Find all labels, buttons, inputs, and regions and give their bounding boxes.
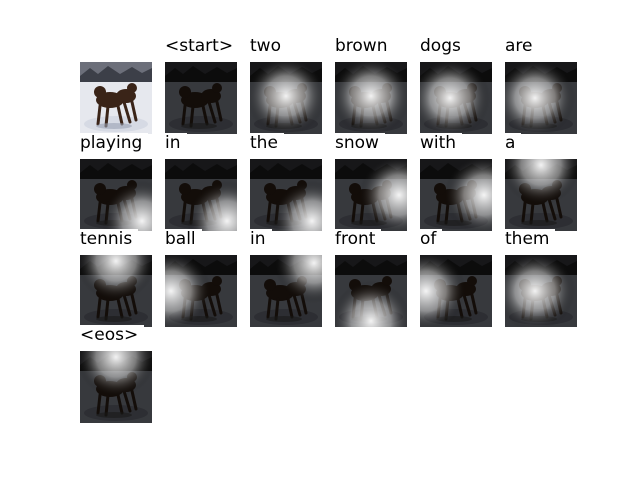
token-label: dogs <box>420 36 467 57</box>
attention-map <box>420 255 492 327</box>
attention-map <box>420 62 492 134</box>
attention-map <box>335 159 407 231</box>
token-label: in <box>250 229 272 250</box>
attention-cell: two <box>250 36 322 134</box>
attention-cell: dogs <box>420 36 492 134</box>
attention-map <box>165 159 237 231</box>
token-label: them <box>505 229 556 250</box>
token-label: front <box>335 229 382 250</box>
attention-cell: a <box>505 133 577 231</box>
attention-map <box>250 159 322 231</box>
attention-cell: front <box>335 229 407 327</box>
token-label: are <box>505 36 539 57</box>
attention-cell: <eos> <box>80 325 152 423</box>
attention-cell: in <box>165 133 237 231</box>
attention-cell: them <box>505 229 577 327</box>
attention-cell: in <box>250 229 322 327</box>
attention-cell: the <box>250 133 322 231</box>
token-label: playing <box>80 133 149 154</box>
attention-cell: tennis <box>80 229 152 327</box>
attention-map <box>335 255 407 327</box>
attention-map <box>165 255 237 327</box>
token-label: <start> <box>165 36 240 57</box>
token-label: snow <box>335 133 385 154</box>
attention-cell: playing <box>80 133 152 231</box>
attention-cell: <start> <box>165 36 240 134</box>
attention-cell: of <box>420 229 492 327</box>
attention-map <box>80 351 152 423</box>
attention-cell: are <box>505 36 577 134</box>
attention-map <box>250 255 322 327</box>
attention-map <box>335 62 407 134</box>
token-label: ball <box>165 229 202 250</box>
attention-cell: with <box>420 133 492 231</box>
attention-cell: ball <box>165 229 237 327</box>
token-label: brown <box>335 36 394 57</box>
attention-map <box>505 255 577 327</box>
attention-map <box>165 62 237 134</box>
attention-map <box>250 62 322 134</box>
token-label: <eos> <box>80 325 145 346</box>
attention-cell: brown <box>335 36 407 134</box>
attention-map <box>420 159 492 231</box>
attention-map <box>505 159 577 231</box>
token-label: with <box>420 133 463 154</box>
original-image <box>80 62 152 134</box>
token-label: of <box>420 229 443 250</box>
attention-map <box>505 62 577 134</box>
token-label: tennis <box>80 229 139 250</box>
token-label: two <box>250 36 287 57</box>
attention-map <box>80 159 152 231</box>
attention-map <box>80 255 152 327</box>
token-label: the <box>250 133 284 154</box>
attention-cell: snow <box>335 133 407 231</box>
dog-photo <box>80 62 152 134</box>
token-label: in <box>165 133 187 154</box>
token-label: a <box>505 133 522 154</box>
